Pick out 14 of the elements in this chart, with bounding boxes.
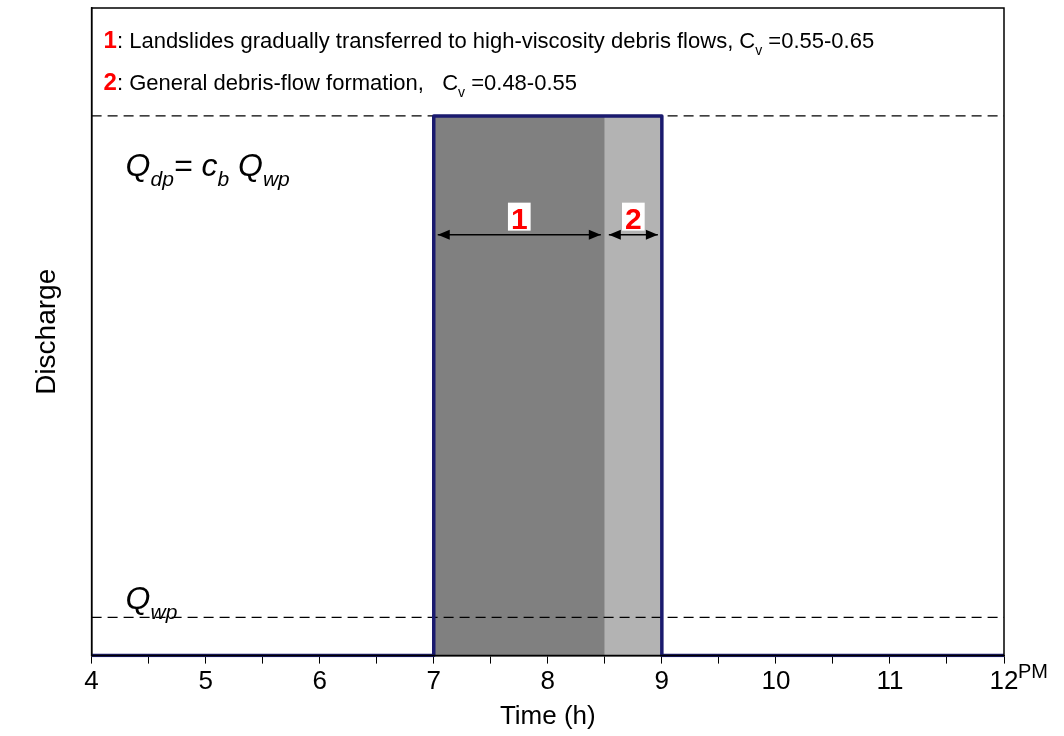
x-tick-label: 7 (426, 665, 441, 696)
x-tick-label: 6 (312, 665, 327, 696)
x-tick-label: 8 (540, 665, 556, 696)
x-tick-label: 10 (761, 665, 791, 696)
x-tick-label: 5 (198, 665, 213, 696)
text: PM (1018, 659, 1048, 682)
band-label: 1 (510, 201, 528, 235)
x-tick-label: 12 (989, 665, 1019, 696)
x-tick-label: 9 (654, 665, 670, 696)
x-axis-title: Time (h) (499, 699, 596, 730)
x-tick-label: 4 (84, 665, 99, 696)
band-label: 2 (624, 201, 642, 235)
x-tick-label: 11 (876, 665, 904, 696)
y-axis-title: Discharge (29, 268, 61, 395)
